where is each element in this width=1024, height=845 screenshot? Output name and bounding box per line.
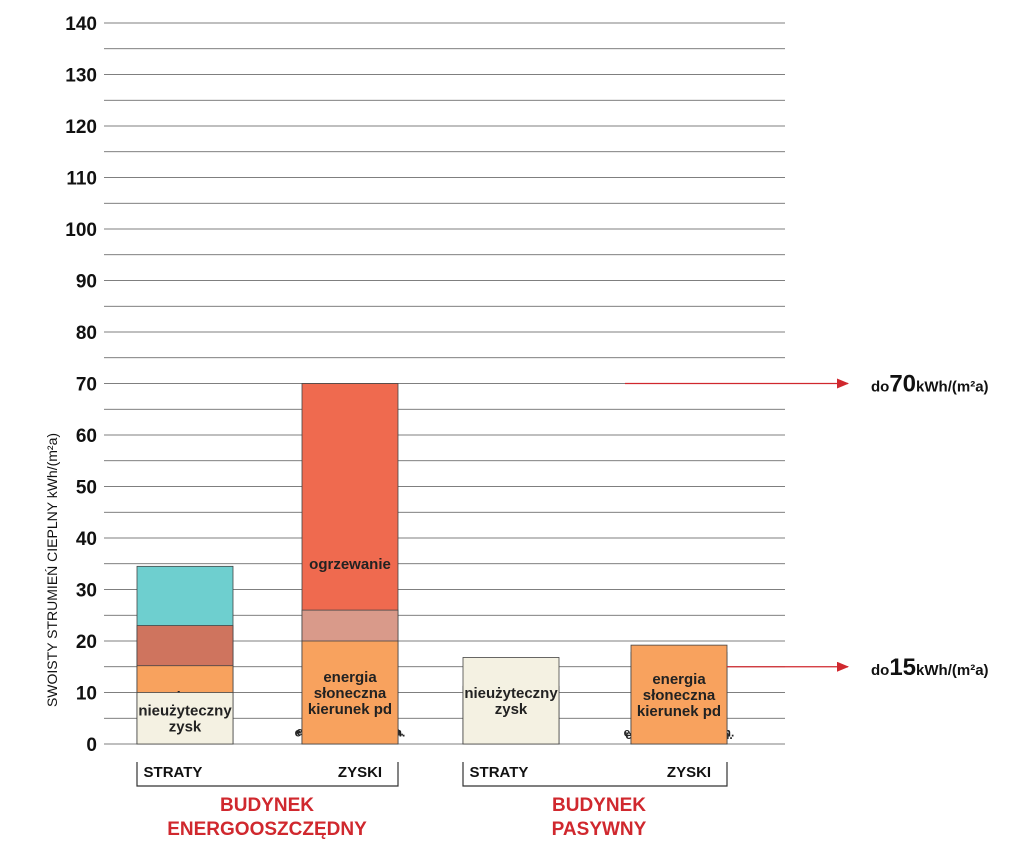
category-label: ZYSKI	[338, 764, 382, 781]
segment-label: energia słoneczna kierunek pd	[637, 671, 721, 720]
category-bracket	[462, 762, 728, 787]
y-tick-label: 0	[86, 735, 97, 756]
y-axis-ticks: 0 10 20 30 40 50 60 70 80 90 100 110 120 130 140	[65, 14, 97, 756]
y-tick-label: 110	[66, 169, 97, 190]
annotation-label: do15kWh/(m²a)	[871, 654, 989, 681]
bar-4: ogrzewanieźródławewnętrzneenergia słon. …	[624, 644, 734, 745]
stacked-bars: wentylacjagruntścianadachstroppółnocneok…	[136, 383, 734, 746]
segment-label: nieużyteczny zysk	[138, 703, 232, 736]
bar-3: wentylacjagruntścianadachstropokna pnokn…	[462, 657, 560, 746]
y-tick-label: 80	[76, 323, 97, 344]
category-label: ZYSKI	[667, 764, 711, 781]
y-axis-label: SWOISTY STRUMIEŃ CIEPLNY kWh/(m²a)	[44, 433, 60, 707]
y-tick-label: 10	[76, 684, 97, 705]
segment-label: ogrzewanie	[309, 556, 391, 573]
category-bracket	[136, 762, 399, 787]
y-tick-label: 50	[76, 478, 97, 499]
bar-1: wentylacjagruntścianadachstroppółnocneok…	[136, 565, 234, 746]
y-tick-label: 140	[65, 14, 97, 35]
y-tick-label: 30	[76, 581, 97, 602]
y-tick-label: 20	[76, 632, 97, 653]
y-tick-label: 120	[65, 117, 97, 138]
category-label: STRATY	[470, 764, 529, 781]
segment-label: energia słoneczna kierunek pd	[308, 669, 392, 718]
segment-label: nieużyteczny zysk	[464, 685, 558, 718]
bar-segment	[136, 692, 234, 745]
group-label: BUDYNEK ENERGOOSZCZĘDNY	[167, 795, 367, 840]
category-label: STRATY	[144, 764, 203, 781]
y-tick-label: 60	[76, 426, 97, 447]
bar-segment	[630, 644, 728, 745]
group-label: BUDYNEK PASYWNY	[552, 795, 647, 840]
annotation-label: do70kWh/(m²a)	[871, 371, 989, 398]
y-tick-label: 40	[76, 529, 97, 550]
group-labels: BUDYNEK ENERGOOSZCZĘDNY BUDYNEK PASYWNY	[167, 795, 646, 840]
bar-segment	[301, 640, 399, 745]
y-tick-label: 100	[65, 220, 97, 241]
bar-2: ogrzewanieźródławewnętrzneenergia słon. …	[295, 383, 405, 745]
y-tick-label: 70	[76, 375, 97, 396]
bar-segment	[462, 657, 560, 745]
y-tick-label: 130	[65, 66, 97, 87]
annotations: do70kWh/(m²a) do15kWh/(m²a)	[625, 371, 989, 681]
y-tick-label: 90	[76, 272, 97, 293]
category-labels: STRATY ZYSKI STRATY ZYSKI	[136, 762, 728, 787]
